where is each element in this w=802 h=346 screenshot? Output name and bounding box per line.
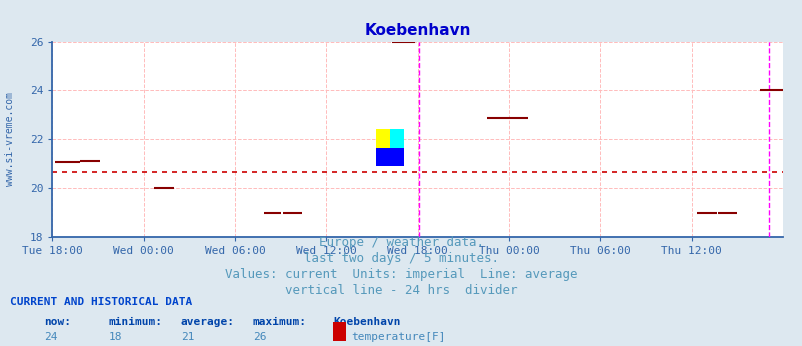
Text: 26: 26 — [253, 332, 266, 342]
Text: last two days / 5 minutes.: last two days / 5 minutes. — [304, 252, 498, 265]
Text: maximum:: maximum: — [253, 317, 306, 327]
Title: Koebenhavn: Koebenhavn — [364, 22, 470, 38]
Text: 18: 18 — [108, 332, 122, 342]
Text: temperature[F]: temperature[F] — [350, 332, 445, 342]
Text: vertical line - 24 hrs  divider: vertical line - 24 hrs divider — [285, 284, 517, 297]
Text: Europe / weather data.: Europe / weather data. — [318, 237, 484, 249]
Bar — [389, 129, 403, 148]
Text: Values: current  Units: imperial  Line: average: Values: current Units: imperial Line: av… — [225, 268, 577, 281]
Bar — [375, 129, 389, 148]
Text: 21: 21 — [180, 332, 194, 342]
Text: average:: average: — [180, 317, 234, 327]
Text: now:: now: — [44, 317, 71, 327]
Text: Koebenhavn: Koebenhavn — [333, 317, 400, 327]
Text: CURRENT AND HISTORICAL DATA: CURRENT AND HISTORICAL DATA — [10, 297, 192, 307]
Bar — [333, 322, 346, 341]
Text: minimum:: minimum: — [108, 317, 162, 327]
Text: 24: 24 — [44, 332, 58, 342]
Text: www.si-vreme.com: www.si-vreme.com — [5, 92, 14, 186]
Bar — [375, 148, 403, 166]
